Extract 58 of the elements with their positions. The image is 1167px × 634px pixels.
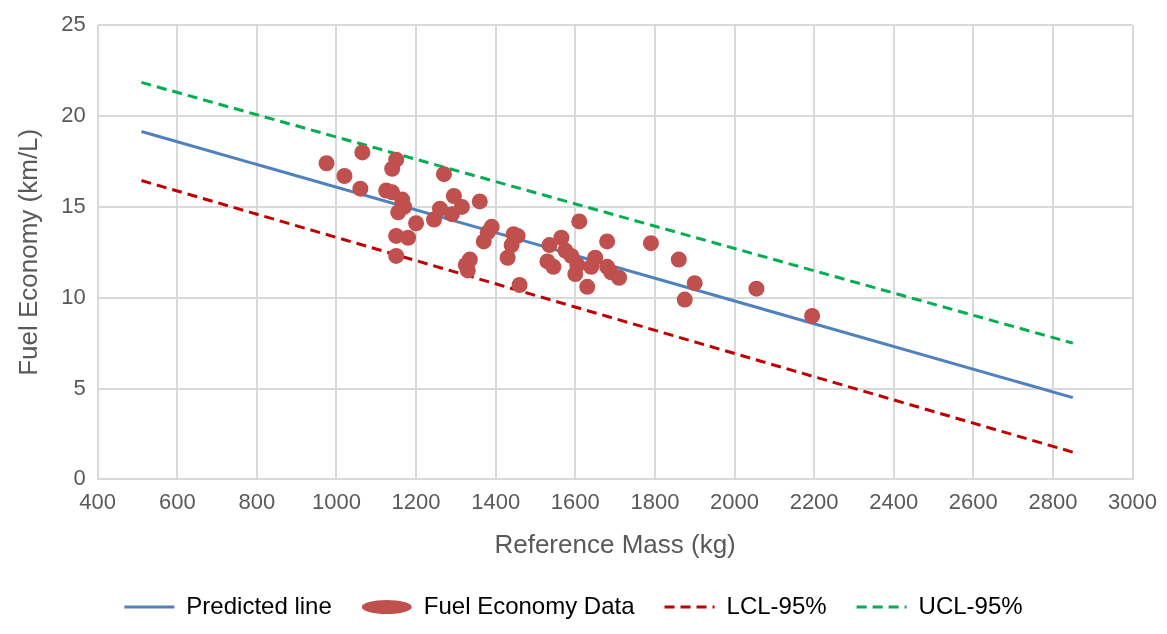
point — [579, 278, 596, 295]
point — [642, 235, 659, 252]
y-tick-label: 0 — [73, 465, 86, 491]
x-tick-label: 2200 — [789, 488, 839, 514]
point — [318, 155, 335, 172]
point — [599, 233, 616, 250]
x-tick-label: 2600 — [948, 488, 998, 514]
point — [748, 280, 765, 297]
point — [541, 237, 558, 254]
point — [611, 269, 628, 286]
y-axis-title: Fuel Economy (km/L) — [12, 128, 43, 376]
y-tick-label: 5 — [73, 374, 86, 400]
point — [435, 166, 452, 183]
x-tick-label: 2400 — [869, 488, 919, 514]
point — [553, 229, 570, 246]
x-tick-label: 600 — [158, 488, 196, 514]
point — [804, 307, 821, 324]
point — [388, 247, 405, 264]
point — [400, 229, 417, 246]
point — [686, 275, 703, 292]
point — [354, 144, 371, 161]
y-tick-label: 20 — [61, 102, 86, 128]
y-tick-label: 15 — [61, 192, 86, 218]
x-tick-label: 2000 — [710, 488, 759, 514]
x-tick-label: 1800 — [630, 488, 680, 514]
point — [408, 215, 425, 232]
legend-label: UCL-95% — [918, 591, 1023, 619]
point — [545, 258, 562, 275]
point — [388, 151, 405, 168]
point — [352, 180, 369, 197]
point — [676, 291, 693, 308]
y-tick-label: 25 — [61, 11, 86, 37]
x-tick-label: 2800 — [1028, 488, 1078, 514]
point — [461, 251, 478, 268]
x-tick-label: 800 — [238, 488, 276, 514]
point — [336, 167, 353, 184]
point — [390, 204, 407, 221]
point — [587, 249, 604, 266]
x-tick-label: 400 — [79, 488, 117, 514]
point — [445, 187, 462, 204]
y-tick-label: 10 — [61, 283, 86, 309]
point — [670, 251, 687, 268]
legend-label: Predicted line — [186, 591, 332, 619]
point — [511, 277, 528, 293]
point — [453, 198, 470, 215]
x-tick-label: 3000 — [1108, 488, 1158, 514]
point — [431, 200, 448, 217]
x-tick-label: 1600 — [550, 488, 600, 514]
x-tick-label: 1400 — [471, 488, 521, 514]
point — [483, 218, 500, 235]
x-tick-label: 1000 — [312, 488, 361, 514]
x-axis-title: Reference Mass (kg) — [494, 528, 736, 559]
point — [499, 249, 516, 266]
legend-label: LCL-95% — [726, 591, 827, 619]
legend-label: Fuel Economy Data — [423, 591, 636, 619]
x-tick-label: 1200 — [391, 488, 441, 514]
point — [471, 193, 488, 210]
point — [571, 213, 588, 230]
